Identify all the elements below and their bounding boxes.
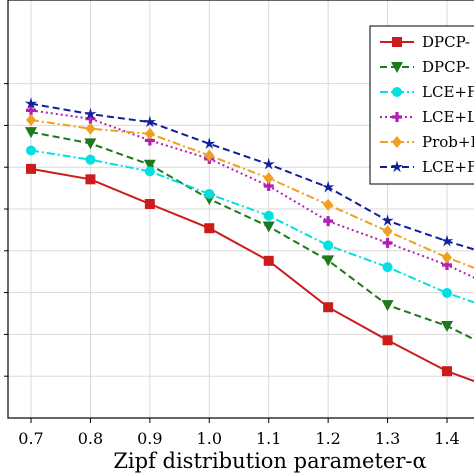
legend: DPCP- DPCP- LCE+F LCE+L Prob+I LCE+F <box>369 25 474 185</box>
series-3-point <box>442 288 452 299</box>
series-4-point <box>323 216 334 227</box>
series-3 <box>26 145 474 304</box>
legend-entry-5: Prob+I <box>380 133 474 151</box>
legend-marker <box>392 87 402 97</box>
legend-entry-4: LCE+L <box>380 108 474 126</box>
series-1-point <box>204 223 215 234</box>
y-axis-ticks <box>4 83 8 377</box>
series-2-point <box>143 159 156 171</box>
x-tick-label: 0.8 <box>78 429 103 448</box>
legend-entry-6: LCE+F <box>380 158 474 176</box>
series-3-point <box>382 262 393 273</box>
legend-marker <box>392 136 402 148</box>
series-5-point <box>144 127 155 140</box>
series-3-point <box>144 166 155 177</box>
series-6-point <box>84 107 97 120</box>
series-1-point <box>382 335 393 346</box>
series-1-point <box>85 174 96 185</box>
series-1-point <box>26 163 36 174</box>
series-6-point <box>262 157 275 170</box>
series-2-point <box>84 138 97 150</box>
series-6-point <box>381 214 394 226</box>
x-tick-label: 1.2 <box>315 429 340 448</box>
legend-label: LCE+F <box>422 158 474 176</box>
legend-marker <box>390 160 404 173</box>
series-5-point <box>85 122 96 135</box>
series-2-point <box>322 255 335 267</box>
series-2-point <box>262 221 275 233</box>
series-5-point <box>204 149 215 162</box>
x-axis-ticks: 0.7 0.8 0.9 1.0 1.1 1.2 1.3 1.4 <box>18 418 460 448</box>
legend-label: Prob+I <box>422 133 474 151</box>
legend-box <box>369 25 474 185</box>
series-4-point <box>26 105 36 116</box>
series-1 <box>26 163 474 383</box>
x-tick-label: 0.9 <box>137 429 162 448</box>
legend-label: LCE+L <box>422 108 474 126</box>
series-3-point <box>323 240 334 251</box>
series-5-point <box>442 251 452 264</box>
series-4-point <box>382 237 393 248</box>
series-layer <box>24 97 474 383</box>
series-6-point <box>203 137 216 150</box>
x-tick-label: 1.3 <box>375 429 400 448</box>
series-1-point <box>323 302 334 313</box>
series-6-point <box>24 97 38 109</box>
series-5-point <box>323 198 334 211</box>
series-6-point <box>143 115 157 128</box>
series-5-point <box>26 113 36 126</box>
series-1-point <box>263 255 274 266</box>
series-3-point <box>26 145 36 156</box>
series-5 <box>26 113 474 269</box>
legend-entry-2: DPCP- <box>380 58 470 76</box>
series-6-point <box>440 234 454 247</box>
legend-marker <box>391 62 403 73</box>
x-axis-title: Zipf distribution parameter-α <box>113 449 426 473</box>
x-tick-label: 0.7 <box>18 429 43 448</box>
legend-label: LCE+F <box>422 83 474 101</box>
legend-label: DPCP- <box>422 58 470 76</box>
legend-entry-1: DPCP- <box>380 33 470 51</box>
series-3-point <box>204 188 215 199</box>
series-3-point <box>85 154 96 165</box>
series-2-point <box>441 321 453 333</box>
series-6-point <box>321 180 335 193</box>
x-tick-label: 1.0 <box>197 429 222 448</box>
series-1-line <box>30 167 474 383</box>
series-5-point <box>263 172 274 185</box>
legend-entry-3: LCE+F <box>380 83 474 101</box>
series-2-point <box>25 127 37 139</box>
legend-marker <box>392 37 402 47</box>
series-5-point <box>382 225 393 238</box>
x-tick-label: 1.1 <box>256 429 281 448</box>
series-3-point <box>263 210 274 221</box>
legend-label: DPCP- <box>422 33 470 51</box>
series-2-point <box>381 300 394 312</box>
x-tick-label: 1.4 <box>434 429 459 448</box>
legend-marker <box>392 112 402 122</box>
series-1-point <box>442 366 452 377</box>
series-6 <box>24 97 474 251</box>
series-1-point <box>144 198 155 209</box>
